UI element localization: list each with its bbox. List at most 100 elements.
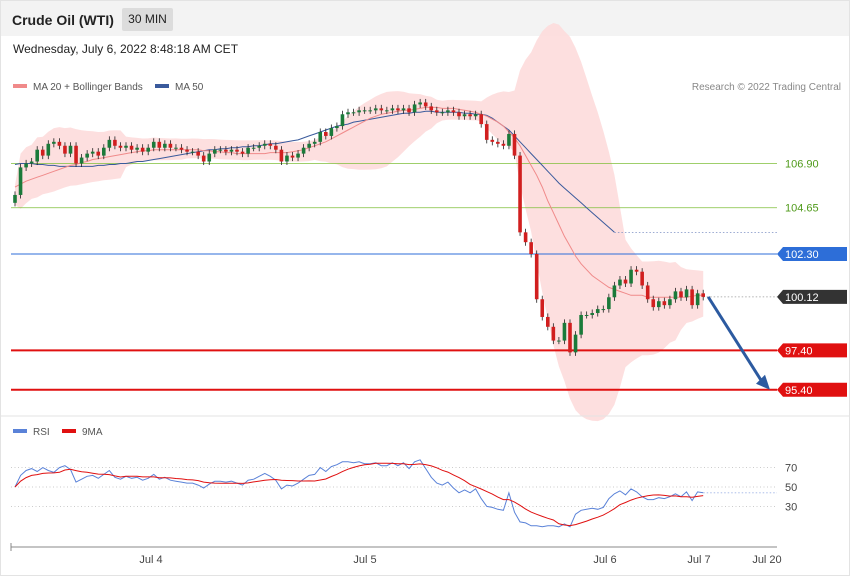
candle-up: [29, 161, 34, 164]
candle-up: [584, 314, 589, 316]
candle-up: [218, 149, 223, 151]
timestamp: Wednesday, July 6, 2022 8:48:18 AM CET: [13, 42, 239, 56]
candlesticks: [13, 98, 705, 356]
interval-badge[interactable]: 30 MIN: [122, 8, 173, 31]
candle-down: [140, 147, 145, 152]
candle-up: [595, 309, 600, 314]
candle-down: [429, 106, 434, 111]
candle-up: [401, 108, 406, 111]
candle-down: [168, 143, 173, 148]
candle-up: [229, 149, 234, 152]
candle-up: [52, 141, 56, 144]
candle-up: [285, 155, 289, 162]
rsi-tick-label: 30: [785, 501, 797, 513]
candle-down: [224, 149, 228, 152]
candle-up: [135, 147, 139, 150]
candle-up: [557, 340, 561, 342]
candle-up: [301, 147, 306, 154]
candle-down: [640, 271, 644, 286]
forecast-arrow-shaft: [706, 296, 764, 383]
candle-up: [351, 112, 356, 114]
candle-up: [507, 133, 511, 146]
last-price-tag: [777, 289, 847, 304]
candle-down: [690, 289, 694, 306]
forecast-arrow: [706, 296, 770, 390]
candle-down: [501, 143, 506, 146]
candle-up: [151, 141, 156, 148]
candle-up: [362, 110, 367, 112]
rsi-ma-legend-swatch: [62, 429, 76, 433]
x-tick-label: Jul 6: [593, 554, 616, 566]
candle-up: [79, 157, 84, 164]
candle-down: [479, 114, 483, 125]
candle-up: [146, 147, 150, 152]
candle-up: [446, 110, 450, 113]
support-label: 97.40: [785, 345, 813, 357]
ma20-line: [14, 106, 704, 298]
candle-up: [296, 153, 300, 158]
candle-up: [246, 147, 250, 154]
ma20-legend-label: MA 20 + Bollinger Bands: [33, 82, 143, 93]
candle-up: [573, 334, 578, 353]
candle-down: [379, 108, 384, 111]
candle-down: [235, 149, 239, 152]
candle-down: [157, 141, 162, 148]
candle-up: [190, 151, 195, 153]
candle-up: [207, 153, 212, 162]
rsi-tick-label: 70: [785, 463, 797, 475]
candle-up: [251, 147, 256, 149]
candle-up: [695, 293, 700, 306]
candle-up: [335, 126, 339, 129]
candle-down: [490, 139, 495, 142]
rsi-ma-legend-label: 9MA: [82, 427, 103, 438]
x-tick-label: Jul 7: [687, 554, 710, 566]
rsi-ma-line: [14, 462, 704, 527]
candle-up: [213, 149, 217, 154]
candle-down: [645, 285, 650, 300]
candle-up: [684, 289, 689, 298]
candle-up: [90, 151, 95, 154]
candle-up: [473, 114, 478, 117]
rsi-legend-swatch: [13, 429, 27, 433]
candle-up: [412, 104, 417, 113]
resistance-label: 106.90: [785, 158, 819, 170]
candle-up: [18, 167, 23, 195]
candle-down: [423, 102, 428, 107]
ma50-legend-label: MA 50: [175, 82, 204, 93]
candle-up: [673, 291, 678, 300]
candle-up: [357, 110, 361, 113]
chart-header: Crude Oil (WTI) 30 MIN: [1, 1, 849, 36]
candle-up: [440, 112, 445, 114]
candle-down: [651, 299, 656, 308]
support-tag: [777, 382, 847, 397]
candle-down: [468, 114, 472, 117]
ma20-legend-swatch: [13, 84, 27, 88]
ma50-legend-swatch: [155, 84, 169, 88]
candle-up: [390, 108, 395, 111]
instrument-title: Crude Oil (WTI): [12, 12, 114, 28]
pivot-label: 102.30: [785, 249, 819, 261]
x-tick-label: Jul 20: [752, 554, 781, 566]
candle-down: [74, 145, 78, 164]
candle-up: [562, 322, 567, 341]
pivot-tag: [777, 246, 847, 261]
candle-down: [435, 110, 439, 113]
x-tick-label: Jul 5: [353, 554, 376, 566]
candle-down: [290, 155, 295, 158]
copyright: Research © 2022 Trading Central: [692, 82, 841, 93]
candle-down: [63, 145, 67, 154]
candle-down: [185, 149, 189, 152]
candle-up: [107, 139, 112, 148]
last-price-label: 100.12: [785, 292, 819, 304]
level-labels: 106.90 104.65 102.30 100.12 97.40 95.40: [777, 158, 847, 397]
bollinger-band-area: [15, 23, 704, 422]
candle-down: [512, 133, 517, 156]
candle-up: [318, 131, 323, 142]
candle-up: [657, 301, 661, 308]
support-label: 95.40: [785, 385, 813, 397]
candle-up: [385, 110, 389, 112]
candle-up: [612, 285, 617, 298]
candle-down: [451, 110, 456, 113]
candle-down: [179, 147, 184, 150]
